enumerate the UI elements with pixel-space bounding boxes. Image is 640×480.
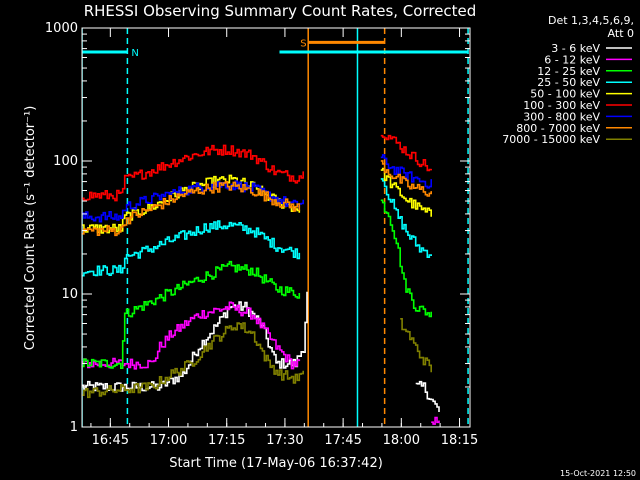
series-line-7-seg-0: [82, 181, 301, 237]
flag-bars: NS: [82, 38, 469, 59]
flag-label-0: N: [131, 48, 138, 59]
legend-label-7: 800 - 7000 keV: [516, 122, 600, 135]
legend-label-1: 6 - 12 keV: [544, 53, 600, 66]
x-tick-label-6: 18:15: [441, 433, 478, 448]
y-axis-label: Corrected Count Rate (s⁻¹ detector⁻¹): [23, 106, 38, 351]
legend-entry-0: 3 - 6 keV: [551, 42, 632, 55]
flag-label-2: S: [300, 38, 306, 49]
x-tick-label-5: 18:00: [383, 433, 420, 448]
plot-frame: [81, 27, 471, 428]
legend-label-6: 300 - 800 keV: [523, 110, 600, 123]
x-tick-label-0: 16:45: [92, 433, 129, 448]
legend-header-line-1: Det 1,3,4,5,6,9,: [548, 14, 634, 27]
legend-entry-2: 12 - 25 keV: [537, 65, 632, 78]
footer-date: 15-Oct-2021 12:50: [560, 469, 636, 478]
x-tick-label-2: 17:15: [208, 433, 245, 448]
y-tick-label-1: 10: [61, 287, 78, 302]
series-line-3-seg-1: [380, 178, 432, 258]
x-axis-label: Start Time (17-May-06 16:37:42): [169, 456, 383, 471]
series-line-2-seg-0: [82, 260, 301, 369]
legend-label-8: 7000 - 15000 keV: [502, 133, 600, 146]
legend-entry-1: 6 - 12 keV: [544, 53, 632, 66]
legend-header-line-2: Att 0: [608, 27, 634, 40]
x-tick-label-1: 17:00: [150, 433, 187, 448]
series-lines: [82, 134, 440, 425]
series-line-3-seg-0: [82, 220, 301, 277]
series-line-0-seg-1: [415, 380, 440, 412]
legend-entry-4: 50 - 100 keV: [530, 88, 632, 101]
series-line-8-seg-0: [82, 322, 304, 399]
series-line-2-seg-1: [380, 199, 432, 318]
legend-label-4: 50 - 100 keV: [530, 88, 600, 101]
legend-entry-8: 7000 - 15000 keV: [502, 133, 632, 146]
legend-label-0: 3 - 6 keV: [551, 42, 600, 55]
x-tick-label-3: 17:30: [266, 433, 303, 448]
legend-header: Det 1,3,4,5,6,9, Att 0: [548, 14, 634, 40]
series-line-5-seg-1: [380, 134, 432, 172]
y-tick-label-0: 1: [70, 420, 78, 435]
legend-entry-7: 800 - 7000 keV: [516, 122, 632, 135]
chart-title: RHESSI Observing Summary Count Rates, Co…: [84, 2, 477, 20]
series-line-5-seg-0: [82, 144, 304, 202]
time-markers: [82, 28, 469, 427]
series-line-1-seg-1: [431, 416, 440, 425]
x-axis: 16:45 17:00 17:15 17:30 17:45 18:00 18:15: [90, 28, 478, 448]
series-line-8-seg-1: [400, 318, 432, 373]
y-tick-label-3: 1000: [45, 21, 78, 36]
legend-entry-6: 300 - 800 keV: [523, 110, 632, 123]
x-tick-label-4: 17:45: [324, 433, 361, 448]
legend-label-5: 100 - 300 keV: [523, 99, 600, 112]
legend-label-3: 25 - 50 keV: [537, 76, 600, 89]
y-tick-label-2: 100: [53, 154, 78, 169]
legend-entry-3: 25 - 50 keV: [537, 76, 632, 89]
legend-label-2: 12 - 25 keV: [537, 65, 600, 78]
legend-entry-5: 100 - 300 keV: [523, 99, 632, 112]
y-axis: 1 10 100 1000: [45, 21, 470, 435]
series-line-7-seg-1: [380, 160, 432, 197]
